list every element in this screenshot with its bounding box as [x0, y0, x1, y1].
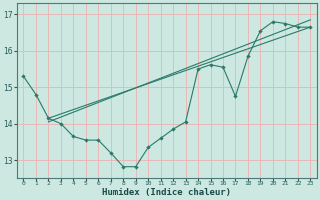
X-axis label: Humidex (Indice chaleur): Humidex (Indice chaleur)	[102, 188, 231, 197]
